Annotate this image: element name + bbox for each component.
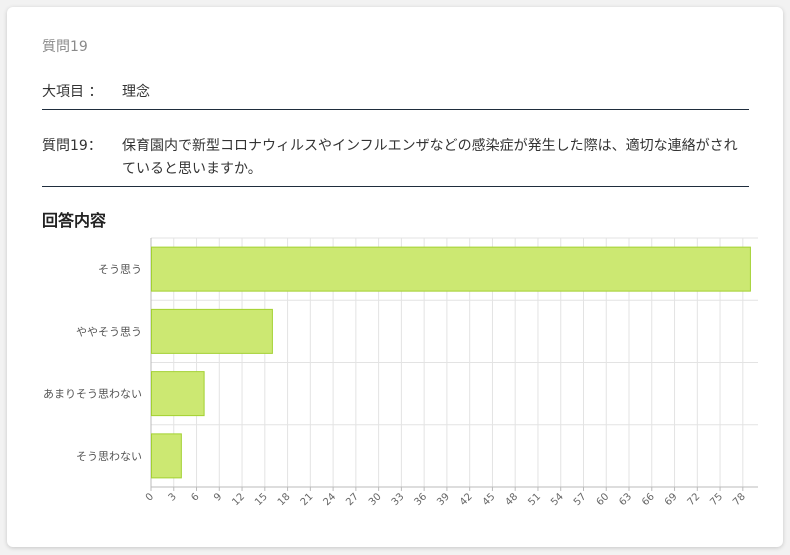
- x-tick-label: 69: [663, 491, 680, 508]
- category-label: ややそう思う: [76, 325, 142, 338]
- x-tick-label: 15: [253, 491, 270, 508]
- x-tick-label: 18: [276, 491, 293, 508]
- category-label: そう思わない: [76, 450, 142, 463]
- bar-2: [151, 371, 205, 417]
- category-label: そう思う: [98, 263, 142, 276]
- survey-card: 質問19 大項目 ： 理念 質問19： 保育園内で新型コロナウィルスやインフルエ…: [7, 7, 783, 547]
- x-tick-label: 39: [435, 491, 452, 508]
- category-label: 大項目 ：: [42, 84, 103, 100]
- question-text: 保育園内で新型コロナウィルスやインフルエンザなどの感染症が発生した際は、適切な連…: [122, 138, 738, 177]
- x-tick-label: 24: [321, 491, 338, 508]
- bar-1: [151, 308, 273, 354]
- category-label: あまりそう思わない: [43, 388, 142, 401]
- x-tick-label: 3: [167, 491, 179, 503]
- answers-section-title: 回答内容: [42, 211, 107, 230]
- x-tick-label: 9: [212, 491, 224, 503]
- bar-3: [151, 433, 182, 479]
- x-tick-label: 60: [595, 491, 612, 508]
- category-row: 大項目 ： 理念: [42, 81, 749, 110]
- x-tick-label: 54: [549, 491, 566, 508]
- x-tick-label: 78: [731, 491, 748, 508]
- x-tick-label: 33: [390, 491, 407, 508]
- x-tick-label: 72: [686, 491, 703, 508]
- x-tick-label: 51: [526, 491, 543, 508]
- x-tick-label: 63: [617, 491, 634, 508]
- x-tick-label: 6: [189, 491, 201, 503]
- x-tick-label: 36: [412, 491, 429, 508]
- x-tick-label: 42: [458, 491, 475, 508]
- x-tick-label: 27: [344, 491, 361, 508]
- x-tick-label: 12: [230, 491, 247, 508]
- x-tick-label: 48: [504, 491, 521, 508]
- bar-0: [151, 246, 751, 292]
- question-number-heading: 質問19: [42, 39, 88, 55]
- x-tick-label: 30: [367, 491, 384, 508]
- x-tick-label: 66: [640, 491, 657, 508]
- x-tick-label: 75: [708, 491, 725, 508]
- question-row: 質問19： 保育園内で新型コロナウィルスやインフルエンザなどの感染症が発生した際…: [42, 135, 749, 187]
- category-value: 理念: [122, 84, 150, 100]
- x-tick-label: 45: [481, 491, 498, 508]
- question-label: 質問19：: [42, 138, 102, 154]
- x-tick-label: 0: [144, 491, 156, 503]
- x-tick-label: 21: [299, 491, 316, 508]
- x-tick-label: 57: [572, 491, 589, 508]
